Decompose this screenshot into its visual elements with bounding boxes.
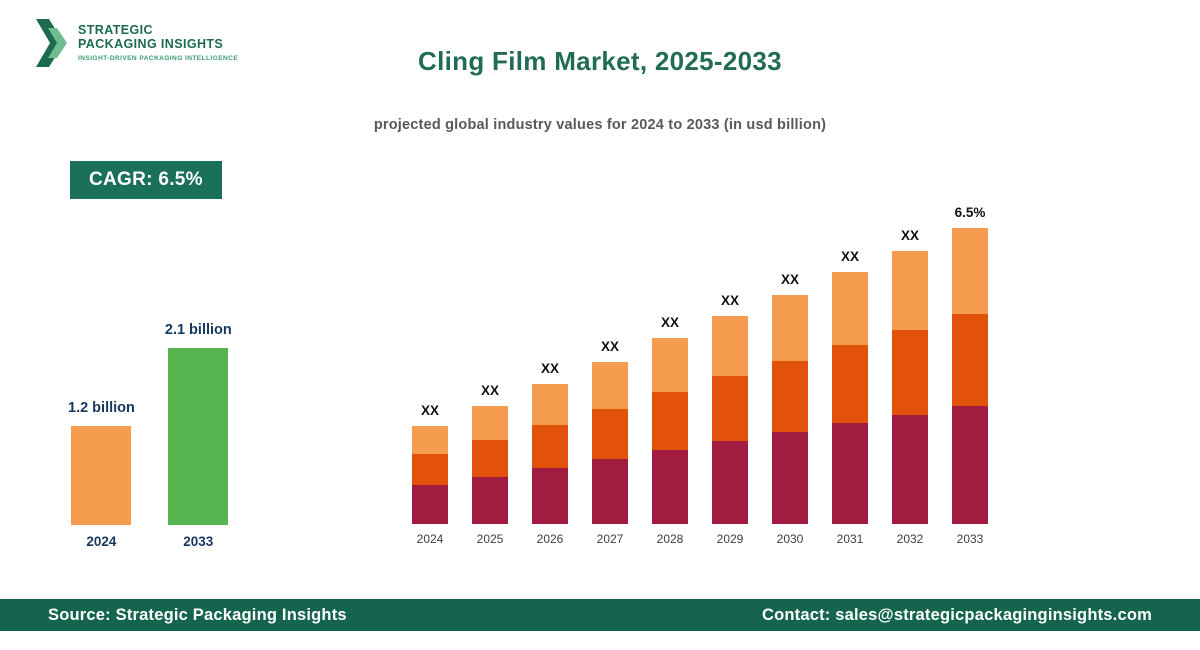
- stacked-bar: [472, 406, 508, 524]
- stacked-bar: [832, 272, 868, 524]
- segment-middle: [472, 440, 508, 477]
- bar-value-label: XX: [840, 249, 859, 264]
- bar-value-label: XX: [600, 339, 619, 354]
- segment-top: [712, 316, 748, 377]
- brand-name-line2: PACKAGING INSIGHTS: [78, 37, 224, 52]
- bar-value-label: 6.5%: [954, 205, 986, 220]
- mini-bar-value-label: 2.1 billion: [164, 322, 232, 338]
- stacked-bar: [532, 384, 568, 524]
- stacked-bar: [592, 362, 628, 524]
- segment-bottom: [412, 484, 448, 524]
- bar-column: XX 2031: [832, 249, 868, 546]
- bar-value-label: XX: [540, 361, 559, 376]
- segment-top: [472, 406, 508, 441]
- bar-year-label: 2029: [716, 532, 744, 546]
- stacked-bar: [412, 426, 448, 524]
- segment-top: [892, 251, 928, 331]
- bar-year-label: 2030: [776, 532, 804, 546]
- bar-year-label: 2027: [596, 532, 624, 546]
- bar-column: XX 2030: [772, 272, 808, 546]
- bar-year-label: 2031: [836, 532, 864, 546]
- segment-bottom: [892, 414, 928, 524]
- bar-column: XX 2026: [532, 361, 568, 546]
- segment-middle: [412, 454, 448, 485]
- bar-value-label: XX: [720, 293, 739, 308]
- bar-year-label: 2025: [476, 532, 504, 546]
- segment-middle: [592, 408, 628, 460]
- brand-logo: STRATEGIC PACKAGING INSIGHTS INSIGHT-DRI…: [35, 14, 238, 72]
- bar-year-label: 2026: [536, 532, 564, 546]
- brand-name-line1: STRATEGIC: [78, 23, 153, 38]
- segment-bottom: [532, 467, 568, 524]
- segment-top: [832, 272, 868, 346]
- bar-year-label: 2033: [956, 532, 984, 546]
- footer-source: Source: Strategic Packaging Insights: [48, 605, 347, 624]
- bar-value-label: XX: [420, 403, 439, 418]
- bar-value-label: XX: [780, 272, 799, 287]
- mini-bar-year-label: 2033: [183, 534, 214, 549]
- footer-contact: Contact: sales@strategicpackaginginsight…: [761, 605, 1152, 624]
- mini-bar-column: 1.2 billion 2024: [68, 400, 135, 549]
- mini-bar: [71, 426, 132, 525]
- segment-middle: [832, 345, 868, 424]
- segment-bottom: [832, 423, 868, 524]
- segment-middle: [712, 376, 748, 441]
- main-chart-bars: XX 2024 XX 2025 XX 2026 XX 2027 XX 2028 XX 2029 XX 20…: [412, 205, 988, 546]
- stacked-bar: [952, 228, 988, 524]
- segment-bottom: [592, 459, 628, 524]
- segment-middle: [652, 391, 688, 450]
- bar-year-label: 2024: [416, 532, 444, 546]
- bar-value-label: XX: [660, 315, 679, 330]
- segment-top: [412, 426, 448, 455]
- bar-column: XX 2032: [892, 228, 928, 546]
- segment-top: [952, 228, 988, 314]
- segment-bottom: [712, 440, 748, 524]
- page-title: Cling Film Market, 2025-2033: [418, 46, 782, 76]
- stacked-bar: [712, 316, 748, 524]
- bar-column: XX 2029: [712, 293, 748, 546]
- segment-top: [652, 338, 688, 392]
- segment-middle: [532, 424, 568, 468]
- brand-text: STRATEGIC PACKAGING INSIGHTS INSIGHT-DRI…: [78, 23, 238, 62]
- segment-middle: [952, 313, 988, 406]
- bar-value-label: XX: [480, 383, 499, 398]
- brand-tagline: INSIGHT-DRIVEN PACKAGING INTELLIGENCE: [78, 55, 239, 63]
- mini-bar: [168, 348, 229, 525]
- segment-middle: [772, 361, 808, 433]
- stacked-bar: [652, 338, 688, 524]
- bar-column: XX 2027: [592, 339, 628, 546]
- segment-bottom: [772, 432, 808, 524]
- segment-top: [592, 362, 628, 409]
- segment-bottom: [472, 476, 508, 524]
- page-subtitle: projected global industry values for 202…: [373, 117, 827, 133]
- bar-year-label: 2028: [656, 532, 684, 546]
- stacked-bar: [892, 251, 928, 524]
- mini-chart: 1.2 billion 2024 2.1 billion 2033: [68, 322, 232, 549]
- segment-bottom: [652, 449, 688, 524]
- bar-value-label: XX: [900, 228, 919, 243]
- bar-column: XX 2028: [652, 315, 688, 546]
- stacked-bar: [772, 295, 808, 524]
- cagr-badge: CAGR: 6.5%: [70, 161, 222, 199]
- bar-column: 6.5% 2033: [952, 205, 988, 546]
- segment-middle: [892, 330, 928, 415]
- segment-top: [772, 295, 808, 362]
- segment-top: [532, 384, 568, 425]
- bar-year-label: 2032: [896, 532, 924, 546]
- footer-bar: Source: Strategic Packaging Insights Con…: [0, 599, 1200, 631]
- brand-chevron-icon: [36, 19, 67, 67]
- bar-column: XX 2025: [472, 383, 508, 546]
- bar-column: XX 2024: [412, 403, 448, 546]
- mini-bar-value-label: 1.2 billion: [68, 400, 135, 416]
- mini-bar-year-label: 2024: [86, 534, 117, 549]
- segment-bottom: [952, 405, 988, 524]
- mini-bar-column: 2.1 billion 2033: [165, 322, 232, 549]
